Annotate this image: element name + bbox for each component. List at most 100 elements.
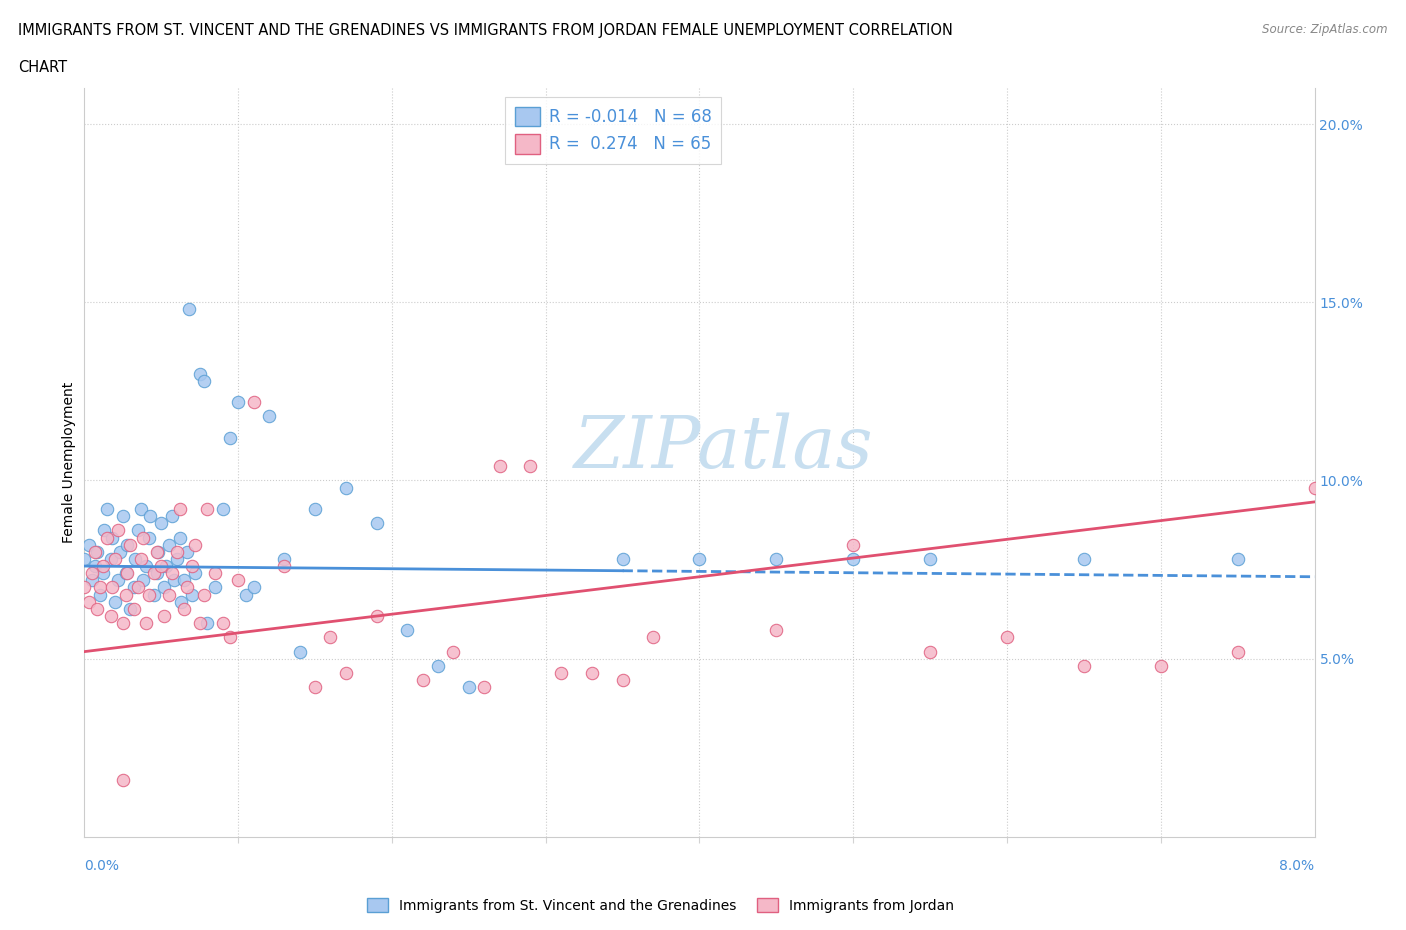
- Text: ZIPatlas: ZIPatlas: [574, 412, 875, 483]
- Point: [115, 565, 138, 580]
- Point: [193, 587, 215, 602]
- Point: [138, 530, 160, 545]
- Point: [77, 538, 100, 552]
- Point: [177, 302, 200, 317]
- Point: [443, 644, 465, 659]
- Point: [162, 573, 184, 588]
- Point: [91, 565, 114, 580]
- Point: [138, 587, 160, 602]
- Point: [169, 501, 191, 516]
- Point: [104, 551, 127, 566]
- Point: [139, 509, 162, 524]
- Point: [148, 544, 170, 559]
- Point: [842, 551, 865, 566]
- Point: [197, 616, 219, 631]
- Point: [1150, 658, 1173, 673]
- Point: [80, 565, 103, 580]
- Point: [166, 551, 188, 566]
- Point: [1226, 551, 1249, 566]
- Point: [242, 394, 264, 409]
- Legend: R = -0.014   N = 68, R =  0.274   N = 65: R = -0.014 N = 68, R = 0.274 N = 65: [505, 97, 721, 164]
- Point: [132, 573, 155, 588]
- Point: [219, 630, 242, 644]
- Point: [145, 544, 167, 559]
- Point: [176, 544, 198, 559]
- Point: [519, 458, 541, 473]
- Point: [273, 551, 295, 566]
- Point: [188, 616, 211, 631]
- Point: [188, 366, 211, 381]
- Point: [122, 580, 145, 595]
- Point: [153, 608, 176, 623]
- Point: [170, 594, 193, 609]
- Point: [93, 523, 115, 538]
- Point: [211, 616, 233, 631]
- Point: [122, 602, 145, 617]
- Point: [104, 594, 127, 609]
- Point: [111, 773, 134, 788]
- Point: [115, 587, 138, 602]
- Point: [117, 538, 139, 552]
- Point: [226, 573, 249, 588]
- Point: [612, 672, 634, 687]
- Point: [117, 565, 139, 580]
- Point: [472, 680, 495, 695]
- Legend: Immigrants from St. Vincent and the Grenadines, Immigrants from Jordan: Immigrants from St. Vincent and the Gren…: [361, 893, 960, 919]
- Point: [181, 559, 204, 574]
- Point: [412, 672, 434, 687]
- Point: [107, 523, 129, 538]
- Point: [153, 580, 176, 595]
- Point: [169, 530, 191, 545]
- Point: [173, 573, 195, 588]
- Point: [550, 666, 572, 681]
- Point: [145, 565, 167, 580]
- Point: [111, 616, 134, 631]
- Point: [176, 580, 198, 595]
- Point: [101, 580, 124, 595]
- Point: [101, 530, 124, 545]
- Point: [1073, 658, 1095, 673]
- Point: [96, 530, 118, 545]
- Point: [150, 516, 173, 531]
- Point: [920, 644, 942, 659]
- Point: [184, 565, 207, 580]
- Point: [96, 501, 118, 516]
- Point: [127, 580, 149, 595]
- Text: 0.0%: 0.0%: [84, 858, 120, 872]
- Point: [142, 587, 165, 602]
- Point: [612, 551, 634, 566]
- Point: [457, 680, 479, 695]
- Point: [150, 559, 173, 574]
- Point: [173, 602, 195, 617]
- Point: [366, 608, 388, 623]
- Point: [197, 501, 219, 516]
- Point: [107, 573, 129, 588]
- Point: [1226, 644, 1249, 659]
- Point: [160, 565, 183, 580]
- Point: [257, 409, 280, 424]
- Point: [166, 544, 188, 559]
- Point: [226, 394, 249, 409]
- Point: [193, 373, 215, 388]
- Point: [235, 587, 257, 602]
- Point: [73, 551, 96, 566]
- Point: [204, 580, 226, 595]
- Point: [427, 658, 450, 673]
- Point: [89, 587, 111, 602]
- Point: [160, 509, 183, 524]
- Point: [86, 602, 108, 617]
- Point: [335, 480, 357, 495]
- Point: [643, 630, 665, 644]
- Point: [132, 530, 155, 545]
- Point: [135, 616, 157, 631]
- Point: [181, 587, 204, 602]
- Y-axis label: Female Unemployment: Female Unemployment: [62, 382, 76, 543]
- Point: [1303, 480, 1326, 495]
- Point: [155, 559, 177, 574]
- Point: [488, 458, 510, 473]
- Point: [157, 587, 180, 602]
- Point: [73, 580, 96, 595]
- Point: [89, 580, 111, 595]
- Text: Source: ZipAtlas.com: Source: ZipAtlas.com: [1263, 23, 1388, 36]
- Point: [100, 608, 122, 623]
